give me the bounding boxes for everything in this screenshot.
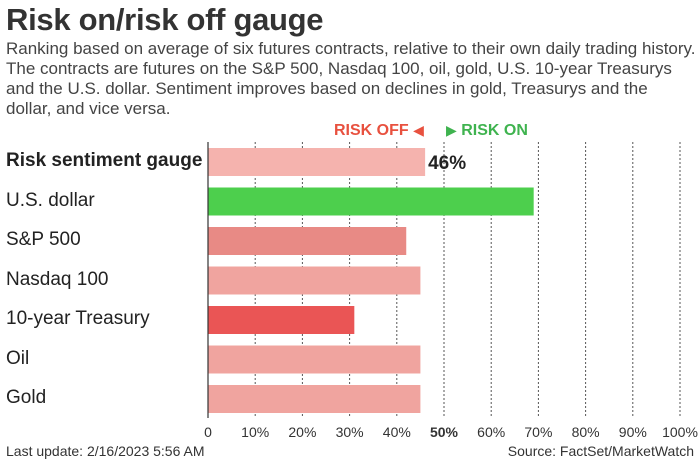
data-label-0: 46% [428, 153, 466, 174]
bar-2 [208, 227, 407, 255]
x-tick-80: 80% [572, 424, 600, 440]
bar-0 [208, 148, 426, 176]
bar-1 [208, 187, 534, 216]
bar-4 [208, 306, 355, 334]
legend-risk-off: RISK OFF ◀ [334, 122, 424, 140]
bar-5 [208, 345, 421, 374]
x-tick-70: 70% [524, 424, 552, 440]
x-tick-40: 40% [383, 424, 411, 440]
bar-6 [208, 385, 421, 413]
x-tick-30: 30% [336, 424, 364, 440]
category-label-2: S&P 500 [6, 229, 81, 250]
legend-risk-on: ▶ RISK ON [446, 122, 528, 140]
category-label-5: Oil [6, 347, 30, 369]
category-label-3: Nasdaq 100 [6, 268, 109, 290]
category-label-1: U.S. dollar [6, 189, 95, 211]
source-credit: Source: FactSet/MarketWatch [507, 443, 694, 459]
x-tick-90: 90% [619, 424, 647, 440]
last-update: Last update: 2/16/2023 5:56 AM [6, 443, 205, 459]
x-tick-20: 20% [288, 424, 316, 440]
chart-subtitle: Ranking based on average of six futures … [6, 39, 696, 118]
bar-3 [208, 266, 421, 295]
x-tick-0: 0 [204, 424, 212, 440]
category-label-4: 10-year Treasury [6, 308, 150, 329]
category-label-0: Risk sentiment gauge [6, 150, 203, 171]
arrow-right-icon: ▶ [446, 122, 457, 138]
risk-on-label: RISK ON [461, 122, 528, 139]
x-tick-100: 100% [662, 424, 698, 440]
category-label-6: Gold [6, 387, 47, 408]
x-tick-10: 10% [241, 424, 269, 440]
risk-off-label: RISK OFF [334, 122, 409, 139]
chart-title: Risk on/risk off gauge [6, 2, 324, 37]
x-tick-50: 50% [430, 424, 459, 440]
x-tick-60: 60% [477, 424, 505, 440]
arrow-left-icon: ◀ [413, 122, 424, 138]
